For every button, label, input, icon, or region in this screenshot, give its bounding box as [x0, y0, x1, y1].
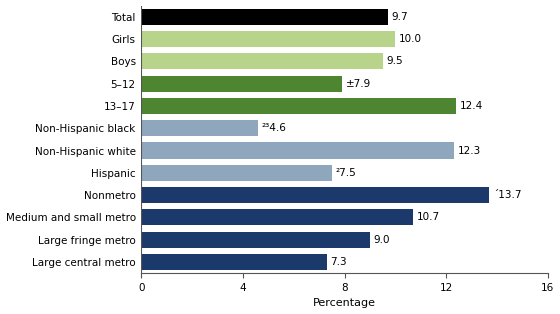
- Bar: [141, 254, 326, 270]
- Bar: [141, 98, 456, 114]
- Text: 10.0: 10.0: [399, 34, 422, 44]
- Bar: [141, 209, 413, 225]
- Text: ´13.7: ´13.7: [493, 190, 522, 200]
- Text: 9.7: 9.7: [391, 12, 408, 22]
- Text: ±7.9: ±7.9: [346, 78, 371, 89]
- Bar: [141, 31, 395, 47]
- Bar: [141, 187, 489, 203]
- Bar: [141, 120, 258, 136]
- Bar: [141, 143, 454, 159]
- Bar: [141, 232, 370, 248]
- Bar: [141, 76, 342, 92]
- Bar: [141, 9, 388, 25]
- Text: 9.5: 9.5: [386, 56, 403, 66]
- Text: ²³4.6: ²³4.6: [262, 123, 287, 133]
- Text: 7.3: 7.3: [330, 257, 347, 267]
- Text: 12.3: 12.3: [458, 145, 481, 155]
- Text: 10.7: 10.7: [417, 212, 440, 222]
- Bar: [141, 165, 332, 181]
- Text: ²7.5: ²7.5: [335, 168, 356, 178]
- Text: 9.0: 9.0: [374, 235, 390, 245]
- Bar: [141, 53, 382, 69]
- X-axis label: Percentage: Percentage: [313, 298, 376, 308]
- Text: 12.4: 12.4: [460, 101, 483, 111]
